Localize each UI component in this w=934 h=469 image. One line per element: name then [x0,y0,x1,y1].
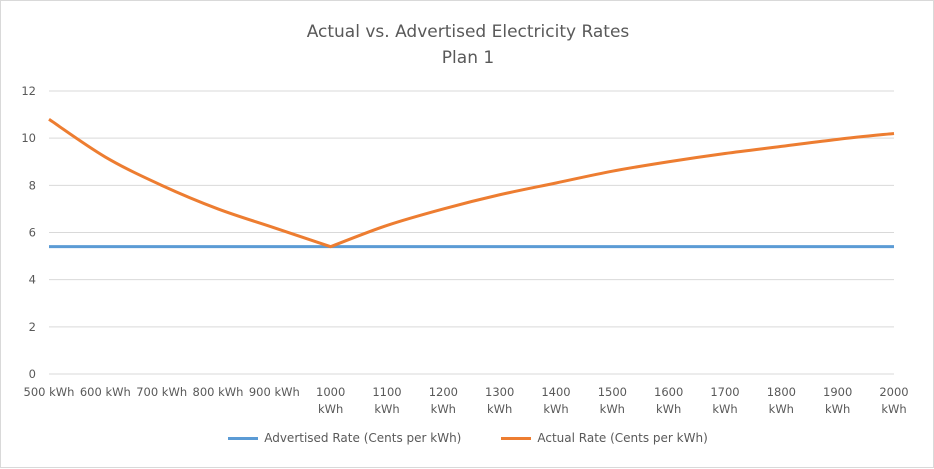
x-tick-label: kWh [881,402,906,416]
x-tick-label: 600 kWh [80,385,131,399]
y-tick-label: 10 [21,131,36,145]
x-tick-label: kWh [600,402,625,416]
y-tick-label: 2 [29,320,36,334]
y-tick-label: 8 [29,178,36,192]
x-tick-label: 1400 [541,385,570,399]
x-tick-label: kWh [712,402,737,416]
x-tick-label: 1900 [823,385,852,399]
legend-item-actual: Actual Rate (Cents per kWh) [501,431,708,445]
x-tick-label: kWh [487,402,512,416]
legend-swatch-actual [501,436,532,440]
x-tick-label: 900 kWh [249,385,300,399]
x-tick-label: 700 kWh [136,385,187,399]
legend-item-advertised: Advertised Rate (Cents per kWh) [228,431,461,445]
legend-label-actual: Actual Rate (Cents per kWh) [537,431,708,445]
x-tick-label: kWh [374,402,399,416]
x-tick-label: kWh [543,402,568,416]
legend-swatch-advertised [228,436,259,440]
series-line-actual [48,118,895,249]
x-tick-label: kWh [656,402,681,416]
y-tick-label: 0 [29,367,36,381]
x-tick-label: 1100 [372,385,401,399]
x-tick-label: 800 kWh [193,385,244,399]
x-tick-label: 1700 [710,385,739,399]
x-tick-label: 1000 [316,385,345,399]
x-tick-label: kWh [318,402,343,416]
x-tick-label: kWh [825,402,850,416]
y-tick-label: 4 [29,273,36,287]
x-tick-label: 1300 [485,385,514,399]
legend: Advertised Rate (Cents per kWh) Actual R… [1,431,934,445]
x-tick-label: 1600 [654,385,683,399]
chart-subtitle: Plan 1 [441,48,495,68]
x-tick-label: 2000 [879,385,908,399]
x-tick-label: 1500 [598,385,627,399]
chart-title: Actual vs. Advertised Electricity Rates [306,22,630,42]
x-tick-label: kWh [769,402,794,416]
legend-label-advertised: Advertised Rate (Cents per kWh) [264,431,462,445]
x-tick-label: 1800 [767,385,796,399]
y-tick-label: 12 [21,84,36,98]
x-tick-label: 500 kWh [24,385,75,399]
x-tick-label: kWh [431,402,456,416]
x-tick-label: 1200 [429,385,458,399]
y-tick-label: 6 [29,226,36,240]
